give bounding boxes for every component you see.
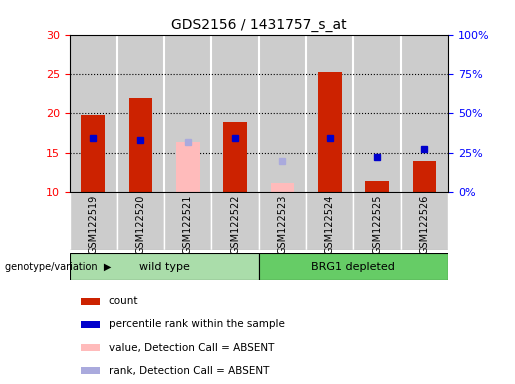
Bar [117,35,164,192]
Text: percentile rank within the sample: percentile rank within the sample [109,319,285,329]
Text: value, Detection Call = ABSENT: value, Detection Call = ABSENT [109,343,274,353]
Bar [70,192,117,250]
Text: GSM122519: GSM122519 [88,195,98,254]
Bar [70,35,117,192]
Bar [306,192,353,250]
Text: BRG1 depleted: BRG1 depleted [312,262,396,272]
Bar [81,344,100,351]
Bar [81,115,105,192]
Bar [353,192,401,250]
Bar [365,181,389,192]
Title: GDS2156 / 1431757_s_at: GDS2156 / 1431757_s_at [171,18,347,32]
Bar [81,298,100,305]
Bar [401,35,448,192]
Text: wild type: wild type [139,262,190,272]
Text: GSM122526: GSM122526 [419,195,430,254]
Bar [117,192,164,250]
Text: GSM122522: GSM122522 [230,195,240,254]
Bar [259,253,448,280]
Text: genotype/variation  ▶: genotype/variation ▶ [5,262,112,272]
Bar [353,35,401,192]
Bar [318,72,341,192]
Bar [259,192,306,250]
Bar [259,35,306,192]
Text: GSM122523: GSM122523 [278,195,287,254]
Bar [270,183,294,192]
Text: GSM122521: GSM122521 [183,195,193,254]
Text: GSM122524: GSM122524 [325,195,335,254]
Bar [129,98,152,192]
Text: GSM122525: GSM122525 [372,195,382,254]
Bar [401,192,448,250]
Bar [70,253,259,280]
Bar [224,122,247,192]
Text: count: count [109,296,139,306]
Bar [212,35,259,192]
Bar [413,161,436,192]
Bar [81,367,100,374]
Text: rank, Detection Call = ABSENT: rank, Detection Call = ABSENT [109,366,269,376]
Bar [164,192,212,250]
Bar [176,142,200,192]
Bar [306,35,353,192]
Text: GSM122520: GSM122520 [135,195,146,254]
Bar [81,321,100,328]
Bar [212,192,259,250]
Bar [164,35,212,192]
